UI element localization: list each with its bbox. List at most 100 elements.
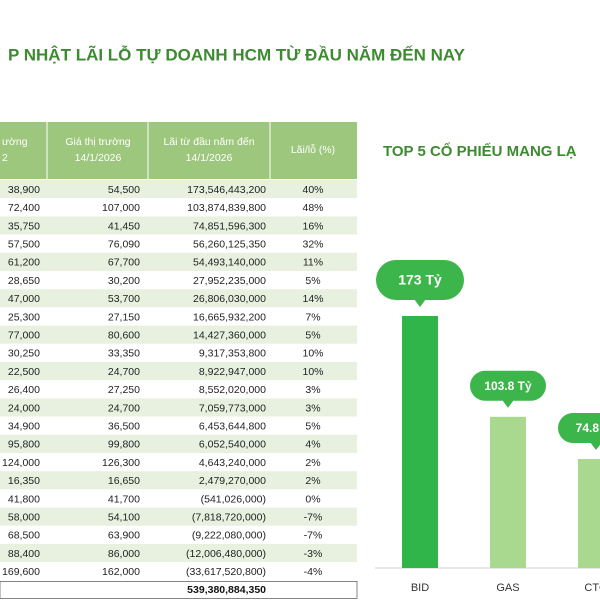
cell: 3% [305, 402, 320, 414]
row-bg [0, 380, 357, 399]
cell: 27,952,235,000 [193, 275, 266, 287]
x-tick-label: GAS [496, 582, 519, 594]
cell: 53,700 [108, 293, 140, 305]
row-bg [0, 471, 357, 490]
cell: 4% [305, 439, 320, 451]
cell: -4% [304, 566, 323, 578]
cell: 40% [302, 184, 323, 196]
cell: 41,700 [108, 493, 140, 505]
row-bg [0, 325, 357, 344]
cell: 162,000 [102, 566, 140, 578]
value-label: 103.8 Tỷ [484, 379, 532, 393]
cell: 54,100 [108, 511, 140, 523]
value-label: 74.8 Tỷ [576, 421, 600, 435]
label-pointer [590, 442, 600, 451]
cell: 8,922,947,000 [199, 366, 266, 378]
cell: 26,400 [8, 384, 40, 396]
row-bg [0, 398, 357, 417]
cell: 103,874,839,800 [187, 202, 266, 214]
row-bg [0, 544, 357, 563]
cell: 63,900 [108, 530, 140, 542]
cell: 2,479,270,000 [199, 475, 266, 487]
cell: 36,500 [108, 420, 140, 432]
cell: 4,643,240,000 [199, 457, 266, 469]
column-header: 14/1/2026 [75, 152, 122, 164]
cell: 35,750 [8, 220, 40, 232]
cell: 38,900 [8, 184, 40, 196]
cell: 10% [302, 366, 323, 378]
row-bg [0, 507, 357, 526]
column-header: Lãi/lỗ (%) [291, 143, 335, 156]
column-header: 2 [2, 152, 8, 164]
x-tick-label: CTG [584, 582, 600, 594]
cell: 88,400 [8, 548, 40, 560]
row-bg [0, 307, 357, 326]
column-header: Giá thị trường [65, 136, 130, 148]
cell: 8,552,020,000 [199, 384, 266, 396]
cell: 22,500 [8, 366, 40, 378]
cell: 6,052,540,000 [199, 439, 266, 451]
cell: 7,059,773,000 [199, 402, 266, 414]
cell: 58,000 [8, 511, 40, 523]
cell: 16,665,932,200 [193, 311, 266, 323]
cell: 5% [305, 329, 320, 341]
cell: 72,400 [8, 202, 40, 214]
cell: 54,500 [108, 184, 140, 196]
cell: 27,250 [108, 384, 140, 396]
value-label: 173 Tỷ [398, 272, 442, 288]
cell: (33,617,520,800) [186, 566, 266, 578]
label-pointer [502, 399, 514, 408]
row-bg [0, 525, 357, 544]
cell: 54,493,140,000 [193, 257, 266, 269]
row-bg [0, 343, 357, 362]
row-bg [0, 489, 357, 508]
cell: 80,600 [108, 329, 140, 341]
label-bubble [470, 370, 546, 401]
cell: 9,317,353,800 [199, 348, 266, 360]
cell: 124,000 [2, 457, 40, 469]
cell: 24,700 [108, 366, 140, 378]
label-pointer [414, 299, 426, 307]
cell: 126,300 [102, 457, 140, 469]
cell: 16,650 [108, 475, 140, 487]
cell: (7,818,720,000) [192, 511, 266, 523]
bar [402, 316, 438, 568]
cell: 33,350 [108, 348, 140, 360]
cell: 6,453,644,800 [199, 420, 266, 432]
label-bubble [376, 260, 464, 300]
cell: 99,800 [108, 439, 140, 451]
cell: 26,806,030,000 [193, 293, 266, 305]
cell: 56,260,125,350 [193, 238, 266, 250]
row-bg [0, 562, 357, 581]
cell: (541,026,000) [201, 493, 266, 505]
cell: 0% [305, 493, 320, 505]
column-header: 14/1/2026 [186, 152, 233, 164]
cell: -7% [304, 530, 323, 542]
cell: 16% [302, 220, 323, 232]
cell: 7% [305, 311, 320, 323]
cell: 5% [305, 275, 320, 287]
cell: 67,700 [108, 257, 140, 269]
cell: 95,800 [8, 439, 40, 451]
cell: 86,000 [108, 548, 140, 560]
cell: 77,000 [8, 329, 40, 341]
row-bg [0, 234, 357, 253]
cell: 27,150 [108, 311, 140, 323]
cell: 41,450 [108, 220, 140, 232]
cell: 24,700 [108, 402, 140, 414]
cell: 48% [302, 202, 323, 214]
cell: 30,200 [108, 275, 140, 287]
cell: 25,300 [8, 311, 40, 323]
row-bg [0, 180, 357, 199]
cell: 10% [302, 348, 323, 360]
cell: 28,650 [8, 275, 40, 287]
cell: 173,546,443,200 [187, 184, 266, 196]
cell: 2% [305, 457, 320, 469]
row-bg [0, 271, 357, 290]
cell: 14,427,360,000 [193, 329, 266, 341]
total-value: 539,380,884,350 [187, 584, 266, 596]
row-bg [0, 216, 357, 235]
row-bg [0, 434, 357, 453]
cell: 68,500 [8, 530, 40, 542]
cell: 2% [305, 475, 320, 487]
